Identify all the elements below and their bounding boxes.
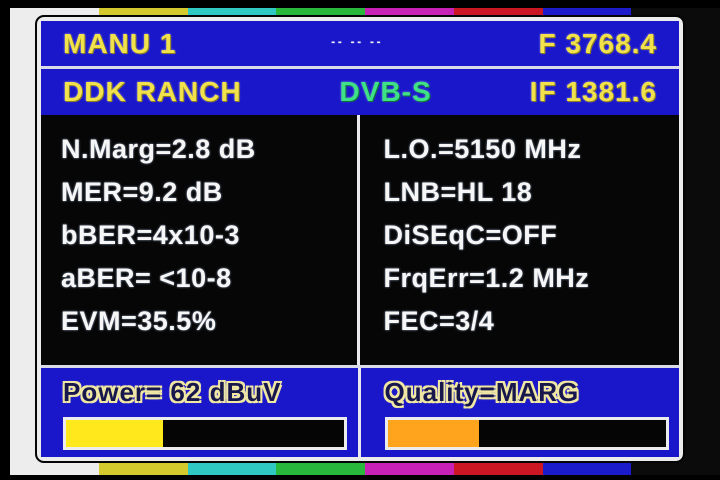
vertical-divider — [357, 368, 361, 457]
quality-meter-fill — [387, 420, 480, 447]
horizontal-separator — [41, 365, 679, 368]
metric-lo-frequency: L.O.=5150 MHz — [383, 134, 582, 164]
metric-evm: EVM=35.5% — [61, 306, 217, 336]
header-row: MANU 1 -- -- -- F 3768.4 — [41, 21, 679, 66]
metric-aber: aBER= <10-8 — [61, 263, 232, 293]
if-frequency-readout: IF 1381.6 — [529, 76, 657, 107]
meter-osd-panel: MANU 1 -- -- -- F 3768.4 DDK RANCH DVB-S… — [35, 15, 685, 463]
metrics-left-column: N.Marg=2.8 dB MER=9.2 dB bBER=4x10-3 aBE… — [41, 115, 357, 365]
metrics-area: N.Marg=2.8 dB MER=9.2 dB bBER=4x10-3 aBE… — [41, 115, 679, 365]
level-bars-area: Power= 62 dBuV Quality=MARG — [41, 368, 679, 457]
signal-lock-dashes: -- -- -- — [331, 35, 384, 48]
horizontal-separator — [41, 66, 679, 69]
metric-diseqc: DiSEqC=OFF — [383, 220, 558, 250]
channel-name: MANU 1 — [63, 27, 177, 59]
vertical-divider — [356, 115, 360, 365]
metric-fec: FEC=3/4 — [383, 306, 495, 336]
metric-lnb: LNB=HL 18 — [383, 177, 533, 207]
metric-noise-margin: N.Marg=2.8 dB — [61, 134, 256, 164]
frequency-readout: F 3768.4 — [538, 27, 657, 59]
quality-section: Quality=MARG — [361, 368, 680, 457]
power-section: Power= 62 dBuV — [41, 368, 358, 457]
metric-mer: MER=9.2 dB — [61, 177, 223, 207]
power-meter-fill — [66, 420, 164, 447]
metric-freq-error: FrqErr=1.2 MHz — [383, 263, 590, 293]
quality-label: Quality=MARG — [384, 377, 580, 407]
power-label: Power= 62 dBuV — [63, 377, 282, 407]
satellite-name: DDK RANCH — [63, 76, 242, 107]
metric-bber: bBER=4x10-3 — [61, 220, 240, 250]
signal-standard: DVB-S — [339, 76, 432, 107]
metrics-right-column: L.O.=5150 MHz LNB=HL 18 DiSEqC=OFF FrqEr… — [360, 115, 680, 365]
power-meter — [63, 417, 347, 450]
quality-meter — [384, 417, 669, 450]
subheader-row: DDK RANCH DVB-S IF 1381.6 — [41, 69, 679, 115]
